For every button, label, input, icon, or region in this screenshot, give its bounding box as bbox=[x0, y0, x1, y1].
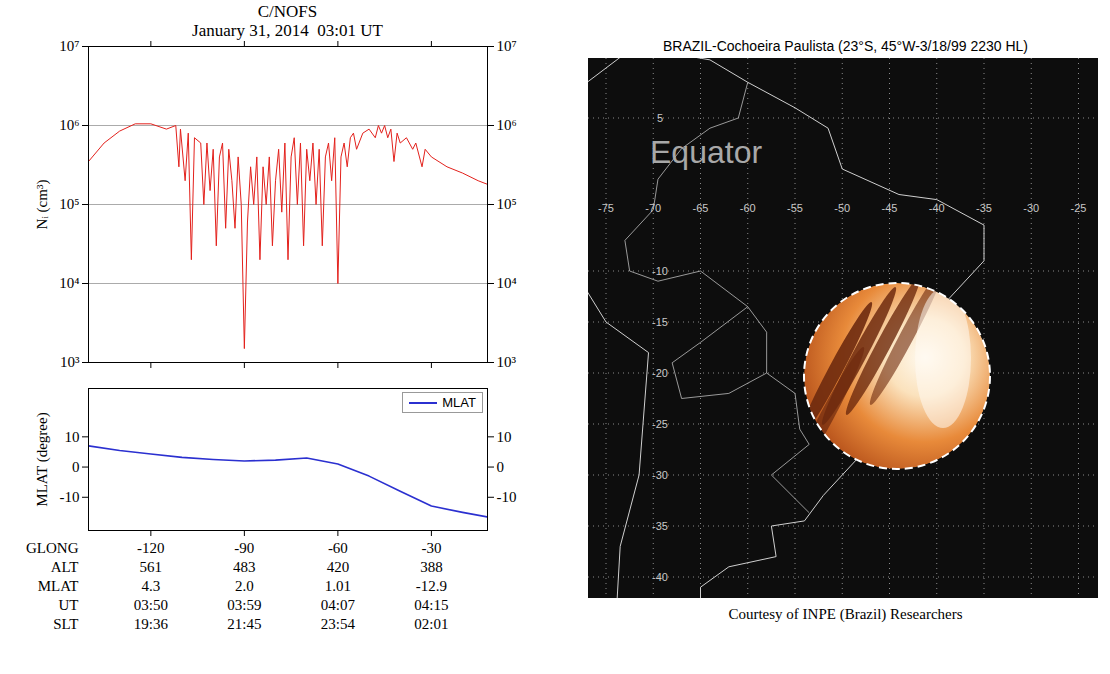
svg-text:-40: -40 bbox=[929, 202, 945, 214]
svg-text:10⁷: 10⁷ bbox=[497, 38, 517, 54]
svg-text:420: 420 bbox=[327, 559, 350, 575]
svg-text:-20: -20 bbox=[652, 367, 668, 379]
svg-text:03:59: 03:59 bbox=[227, 597, 261, 613]
svg-text:-65: -65 bbox=[693, 202, 709, 214]
svg-text:-55: -55 bbox=[787, 202, 803, 214]
svg-text:MLAT: MLAT bbox=[38, 578, 79, 594]
svg-text:10⁴: 10⁴ bbox=[497, 275, 517, 291]
svg-text:MLAT (degree): MLAT (degree) bbox=[34, 412, 51, 506]
svg-text:19:36: 19:36 bbox=[134, 616, 169, 632]
svg-text:-45: -45 bbox=[882, 202, 898, 214]
svg-text:-120: -120 bbox=[137, 540, 165, 556]
svg-text:0: 0 bbox=[497, 459, 505, 475]
svg-text:-30: -30 bbox=[652, 469, 668, 481]
svg-text:5: 5 bbox=[657, 112, 663, 124]
svg-text:10⁶: 10⁶ bbox=[497, 117, 517, 133]
svg-text:-50: -50 bbox=[834, 202, 850, 214]
html-text:Courtesy of INPE (Brazil) Rese: Courtesy of INPE (Brazil) Researchers bbox=[728, 606, 963, 622]
svg-text:483: 483 bbox=[233, 559, 256, 575]
svg-text:-15: -15 bbox=[652, 316, 668, 328]
svg-text:388: 388 bbox=[420, 559, 443, 575]
svg-text:10: 10 bbox=[65, 429, 80, 445]
svg-text:-12.9: -12.9 bbox=[416, 578, 447, 594]
svg-text:-90: -90 bbox=[234, 540, 254, 556]
svg-text:10⁷: 10⁷ bbox=[59, 38, 79, 54]
svg-text:-25: -25 bbox=[1071, 202, 1087, 214]
svg-text:02:01: 02:01 bbox=[414, 616, 448, 632]
svg-text:Equator: Equator bbox=[650, 134, 762, 170]
svg-text:10⁶: 10⁶ bbox=[59, 117, 79, 133]
svg-text:23:54: 23:54 bbox=[321, 616, 356, 632]
svg-text:-60: -60 bbox=[740, 202, 756, 214]
html-text:January 31, 2014 03:01 UT: January 31, 2014 03:01 UT bbox=[192, 21, 383, 40]
svg-text:10³: 10³ bbox=[497, 354, 517, 370]
svg-text:1.01: 1.01 bbox=[325, 578, 351, 594]
html-text:C/NOFS: C/NOFS bbox=[257, 2, 318, 21]
svg-text:ALT: ALT bbox=[51, 559, 79, 575]
svg-text:UT: UT bbox=[59, 597, 79, 613]
html-text:MLAT: MLAT bbox=[442, 395, 476, 410]
svg-text:-40: -40 bbox=[652, 571, 668, 583]
svg-text:10⁵: 10⁵ bbox=[59, 196, 79, 212]
svg-text:-75: -75 bbox=[598, 202, 614, 214]
svg-text:-25: -25 bbox=[652, 418, 668, 430]
svg-text:-70: -70 bbox=[645, 202, 661, 214]
svg-text:Nᵢ (cm³): Nᵢ (cm³) bbox=[34, 180, 51, 230]
svg-text:04:07: 04:07 bbox=[321, 597, 356, 613]
svg-text:0: 0 bbox=[72, 459, 80, 475]
svg-text:-35: -35 bbox=[652, 520, 668, 532]
html-text:BRAZIL-Cochoeira Paulista (23°: BRAZIL-Cochoeira Paulista (23°S, 45°W-3/… bbox=[663, 38, 1028, 54]
svg-text:2.0: 2.0 bbox=[235, 578, 254, 594]
svg-text:-30: -30 bbox=[1023, 202, 1039, 214]
svg-text:10⁵: 10⁵ bbox=[497, 196, 517, 212]
svg-text:4.3: 4.3 bbox=[141, 578, 160, 594]
svg-text:-35: -35 bbox=[976, 202, 992, 214]
svg-text:10³: 10³ bbox=[60, 354, 80, 370]
svg-text:04:15: 04:15 bbox=[414, 597, 448, 613]
svg-text:561: 561 bbox=[140, 559, 163, 575]
svg-text:GLONG: GLONG bbox=[26, 540, 79, 556]
svg-text:-10: -10 bbox=[497, 489, 517, 505]
svg-text:-30: -30 bbox=[421, 540, 441, 556]
svg-text:10: 10 bbox=[497, 429, 512, 445]
svg-text:-60: -60 bbox=[328, 540, 348, 556]
svg-text:SLT: SLT bbox=[53, 616, 78, 632]
svg-text:-10: -10 bbox=[652, 265, 668, 277]
svg-text:10⁴: 10⁴ bbox=[59, 275, 79, 291]
svg-text:-10: -10 bbox=[60, 489, 80, 505]
svg-text:21:45: 21:45 bbox=[227, 616, 261, 632]
svg-text:03:50: 03:50 bbox=[134, 597, 168, 613]
